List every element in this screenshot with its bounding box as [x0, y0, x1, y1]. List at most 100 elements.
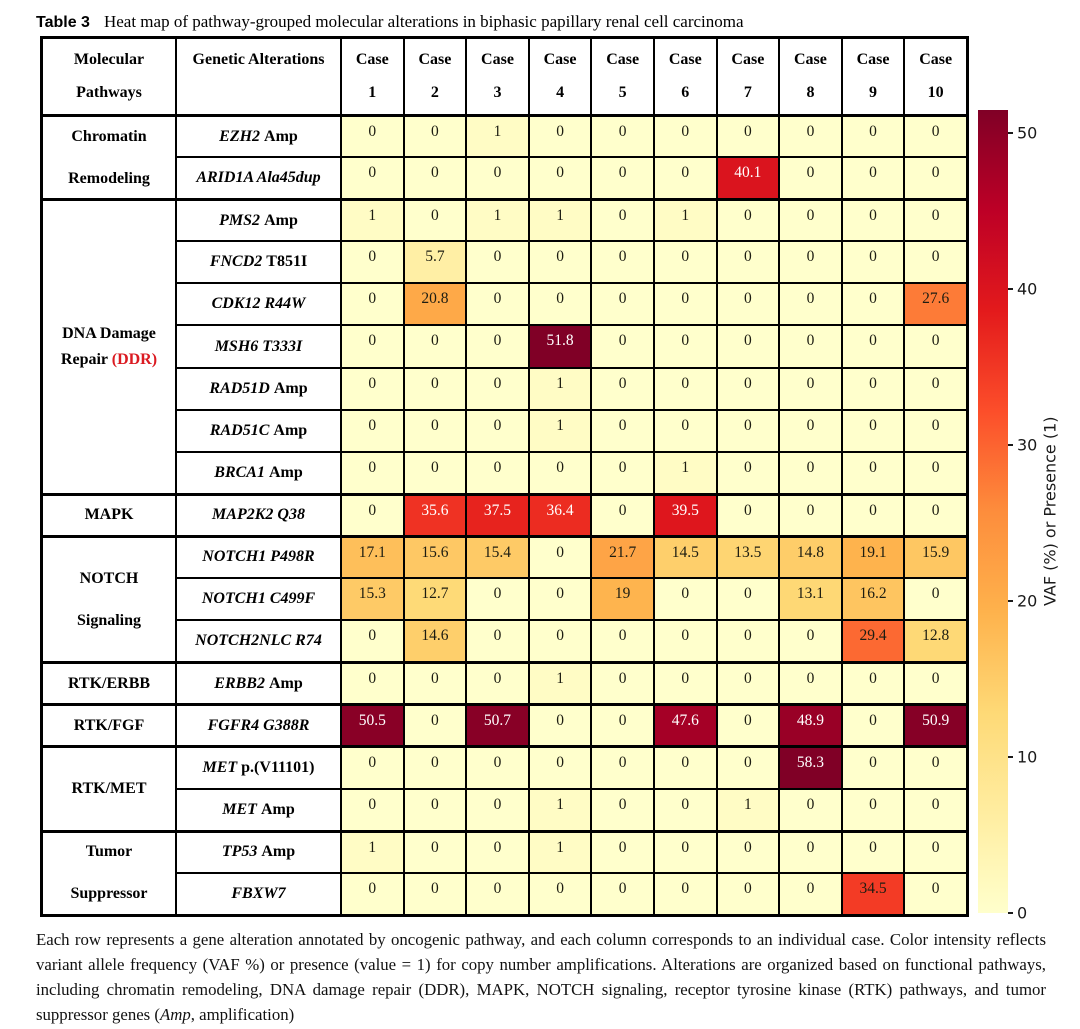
pathway-cell: DNA Damage Repair (DDR) [42, 199, 176, 494]
colorbar-tick-label: 50 [1017, 123, 1038, 143]
pathway-label-line: RTK/FGF [73, 716, 145, 734]
heatmap-cell: 0 [716, 283, 780, 326]
gene-cell: NOTCH2NLC R74 [176, 620, 341, 663]
heatmap-cell: 0 [716, 367, 780, 410]
colorbar-tickmark [1008, 288, 1013, 291]
heatmap-cell: 0 [466, 451, 529, 494]
pathway-cell: RTK/ERBB [42, 662, 176, 705]
heatmap-cell: 0 [841, 199, 905, 242]
heatmap-cell: 0 [466, 662, 529, 705]
heatmap-cell: 13.1 [779, 578, 842, 621]
header-case-9-line: 9 [869, 84, 878, 102]
header-case-6-line: 6 [681, 84, 690, 102]
heatmap-cell: 48.9 [779, 704, 842, 747]
heatmap-cell: 0 [841, 788, 905, 831]
gene-name: MSH6 T333I [214, 337, 303, 355]
gene-name: BRCA1 [214, 463, 265, 481]
heatmap-cell: 27.6 [904, 283, 967, 326]
gene-cell: MET Amp [176, 788, 341, 831]
gene-cell: MSH6 T333I [176, 325, 341, 368]
header-case-7-line: 7 [743, 84, 752, 102]
heatmap-cell: 0 [841, 662, 905, 705]
heatmap-cell: 1 [528, 830, 592, 873]
heatmap-cell: 0 [591, 157, 654, 200]
heatmap-cell: 29.4 [841, 620, 905, 663]
heatmap-cell: 0 [904, 157, 967, 200]
header-case-10-line: 10 [927, 84, 944, 102]
pathway-label-line: Remodeling [68, 169, 150, 187]
heatmap-cell: 0 [528, 578, 592, 621]
heatmap-cell: 0 [528, 157, 592, 200]
header-case-4: Case 4 [528, 38, 592, 115]
heatmap-cell: 0 [403, 367, 467, 410]
caption-segment: Each row represents a gene alteration an… [36, 930, 1046, 1024]
heatmap-cell: 0 [341, 746, 404, 789]
gene-cell: BRCA1 Amp [176, 451, 341, 494]
heatmap-cell: 0 [841, 451, 905, 494]
heatmap-cell: 50.7 [466, 704, 529, 747]
heatmap-cell: 0 [591, 872, 654, 915]
heatmap-cell: 0 [403, 662, 467, 705]
heatmap-cell: 0 [341, 115, 404, 158]
gene-name: FBXW7 [231, 884, 286, 902]
heatmap-cell: 1 [528, 788, 592, 831]
heatmap-cell: 0 [779, 409, 842, 452]
heatmap-cell: 0 [528, 872, 592, 915]
heatmap-cell: 0 [466, 746, 529, 789]
gene-cell: RAD51C Amp [176, 409, 341, 452]
heatmap-cell: 1 [466, 199, 529, 242]
header-case-2-line: Case [418, 50, 452, 68]
heatmap-cell: 0 [341, 451, 404, 494]
heatmap-cell: 0 [403, 788, 467, 831]
heatmap-cell: 1 [528, 662, 592, 705]
heatmap-cell: 0 [341, 872, 404, 915]
pathway-cell: RTK/FGF [42, 704, 176, 747]
gene-suffix: Amp [269, 421, 308, 439]
heatmap-cell: 0 [653, 409, 717, 452]
heatmap-cell: 0 [841, 367, 905, 410]
heatmap-cell: 0 [591, 409, 654, 452]
colorbar-tick-label: 40 [1017, 279, 1038, 299]
pathway-label-line: Signaling [76, 611, 142, 629]
heatmap-cell: 12.7 [403, 578, 467, 621]
colorbar-tick-label: 0 [1017, 903, 1028, 923]
heatmap-cell: 0 [466, 157, 529, 200]
heatmap-cell: 0 [779, 451, 842, 494]
header-case-1-line: 1 [368, 84, 377, 102]
heatmap-cell: 0 [716, 830, 780, 873]
header-case-7: Case 7 [716, 38, 780, 115]
heatmap-cell: 0 [528, 704, 592, 747]
table-title-text: Heat map of pathway-grouped molecular al… [103, 12, 744, 31]
heatmap-cell: 0 [466, 325, 529, 368]
heatmap-cell: 0 [716, 241, 780, 284]
heatmap-cell: 0 [904, 367, 967, 410]
heatmap-cell: 0 [403, 872, 467, 915]
heatmap-cell: 0 [653, 662, 717, 705]
heatmap-cell: 0 [841, 704, 905, 747]
heatmap-cell: 0 [591, 283, 654, 326]
heatmap-cell: 0 [904, 493, 967, 536]
heatmap-cell: 0 [403, 830, 467, 873]
heatmap-cell: 0 [403, 409, 467, 452]
heatmap-table: Molecular Pathways Genetic Alterations Case… [40, 36, 969, 917]
heatmap-cell: 0 [466, 788, 529, 831]
heatmap-cell: 0 [904, 662, 967, 705]
heatmap-cell: 0 [466, 620, 529, 663]
heatmap-cell: 0 [779, 241, 842, 284]
gene-cell: MET p.(V11101) [176, 746, 341, 789]
header-case-2-line: 2 [430, 84, 439, 102]
gene-suffix: Amp [264, 463, 303, 481]
heatmap-cell: 1 [653, 451, 717, 494]
heatmap-cell: 0 [591, 746, 654, 789]
header-case-10: Case 10 [904, 38, 967, 115]
header-case-8-line: 8 [806, 84, 815, 102]
pathway-label-line: Repair (DDR) [60, 351, 158, 369]
heatmap-cell: 0 [466, 283, 529, 326]
heatmap-cell: 0 [841, 409, 905, 452]
colorbar-tick-label: 10 [1017, 747, 1038, 767]
gene-name: RAD51D [209, 379, 270, 397]
header-case-5-line: 5 [618, 84, 627, 102]
heatmap-cell: 39.5 [653, 493, 717, 536]
heatmap-cell: 0 [716, 493, 780, 536]
heatmap-cell: 15.3 [341, 578, 404, 621]
